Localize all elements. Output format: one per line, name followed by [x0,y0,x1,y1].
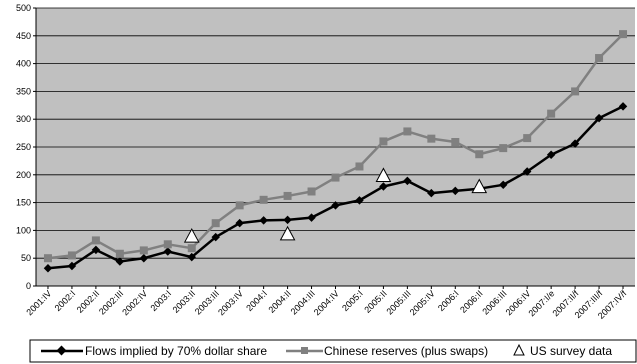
series-1-point-2006:III [499,144,508,153]
x-tick-label-2005:IV: 2005:IV [408,288,437,317]
series-1-point-2006:I [451,137,460,146]
x-tick-label-2003:IV: 2003:IV [216,288,245,317]
x-tick-label-2004:I: 2004:I [244,288,269,313]
series-0-point-2005:III [403,176,412,186]
series-1-point-2002:III [115,249,124,258]
x-tick-label-2002:IV: 2002:IV [120,288,149,317]
legend-reserves-label: Chinese reserves (plus swaps) [324,344,488,358]
series-1-point-2002:IV [139,246,148,255]
series-0-point-2005:I [355,196,364,205]
y-tick-label-200: 200 [16,170,31,180]
series-1-point-2004:II [283,191,292,200]
series-0-point-2004:I [259,216,268,225]
y-tick-label-250: 250 [16,142,31,152]
series-0-point-2003:IV [235,218,244,228]
series-1-point-2007:III/f [595,54,604,63]
series-1-point-2004:IV [331,173,340,182]
y-axis-tick-labels: 0 50 100 150 200 250 300 350 400 450 500 [16,3,36,291]
series-0-point-2003:I [163,247,173,256]
series-0-point-2002:III [115,257,125,266]
series-1-point-2003:II [187,244,196,253]
survey-point-2004:II [279,225,296,241]
x-tick-label-2004:IV: 2004:IV [312,288,341,317]
series-1-point-2002:I [67,251,76,260]
y-tick-label-100: 100 [16,225,31,235]
series-layer [43,30,628,273]
legend: Flows implied by 70% dollar share Chines… [29,339,637,363]
series-1-point-2005:II [379,137,388,146]
series-1-point-2006:IV [523,134,532,143]
series-0-point-2005:II [379,182,388,191]
series-1-point-2004:I [259,195,268,204]
series-1-point-2004:III [307,187,316,196]
legend-flows-label: Flows implied by 70% dollar share [85,344,267,358]
series-1-point-2006:II [475,150,484,159]
series-0-point-2002:I [67,261,77,271]
series-0-point-2003:III [211,232,220,242]
series-0-point-2004:IV [331,201,340,210]
series-0-point-2006:III [498,180,508,190]
legend-survey-label: US survey data [530,344,612,358]
legend-survey-marker [513,343,525,356]
series-1-point-2003:I [163,240,172,249]
series-1-point-2003:III [211,219,220,228]
y-tick-label-350: 350 [16,86,31,96]
series-1-point-2007:II/f [571,87,580,96]
series-1-point-2005:III [403,127,412,136]
survey-point-2005:II [375,167,392,182]
survey-point-2003:II [183,228,200,243]
x-tick-label-2006:I: 2006:I [436,288,461,313]
series-1-point-2007:I/e [547,109,556,118]
series-1-point-2007:IV/f [619,30,628,39]
series-0-point-2001:IV [43,263,53,273]
series-0-point-2005:IV [427,188,436,198]
series-1-point-2005:IV [427,134,436,143]
legend-reserves-marker [301,347,308,354]
y-tick-label-0: 0 [26,281,31,291]
y-tick-label-300: 300 [16,114,31,124]
y-tick-label-50: 50 [21,253,31,263]
series-1-point-2001:IV [43,254,52,263]
series-1-point-2002:II [91,236,100,245]
series-1-point-2003:IV [235,201,244,210]
y-tick-label-500: 500 [16,3,31,13]
series-0-point-2004:III [307,213,316,222]
series-0-point-2002:II [91,245,101,255]
series-0-point-2004:II [283,215,292,225]
series-1-point-2005:I [355,162,364,171]
x-tick-label-2003:I: 2003:I [148,288,173,313]
y-tick-label-150: 150 [16,198,31,208]
survey-point-2006:II [471,178,488,194]
y-tick-label-450: 450 [16,31,31,41]
series-0-point-2006:I [451,186,460,196]
x-tick-label-2001:IV: 2001:IV [24,288,53,317]
x-tick-label-2005:I: 2005:I [340,288,365,313]
y-tick-label-400: 400 [16,59,31,69]
legend-box [29,339,637,363]
x-tick-label-2002:I: 2002:I [53,288,78,313]
